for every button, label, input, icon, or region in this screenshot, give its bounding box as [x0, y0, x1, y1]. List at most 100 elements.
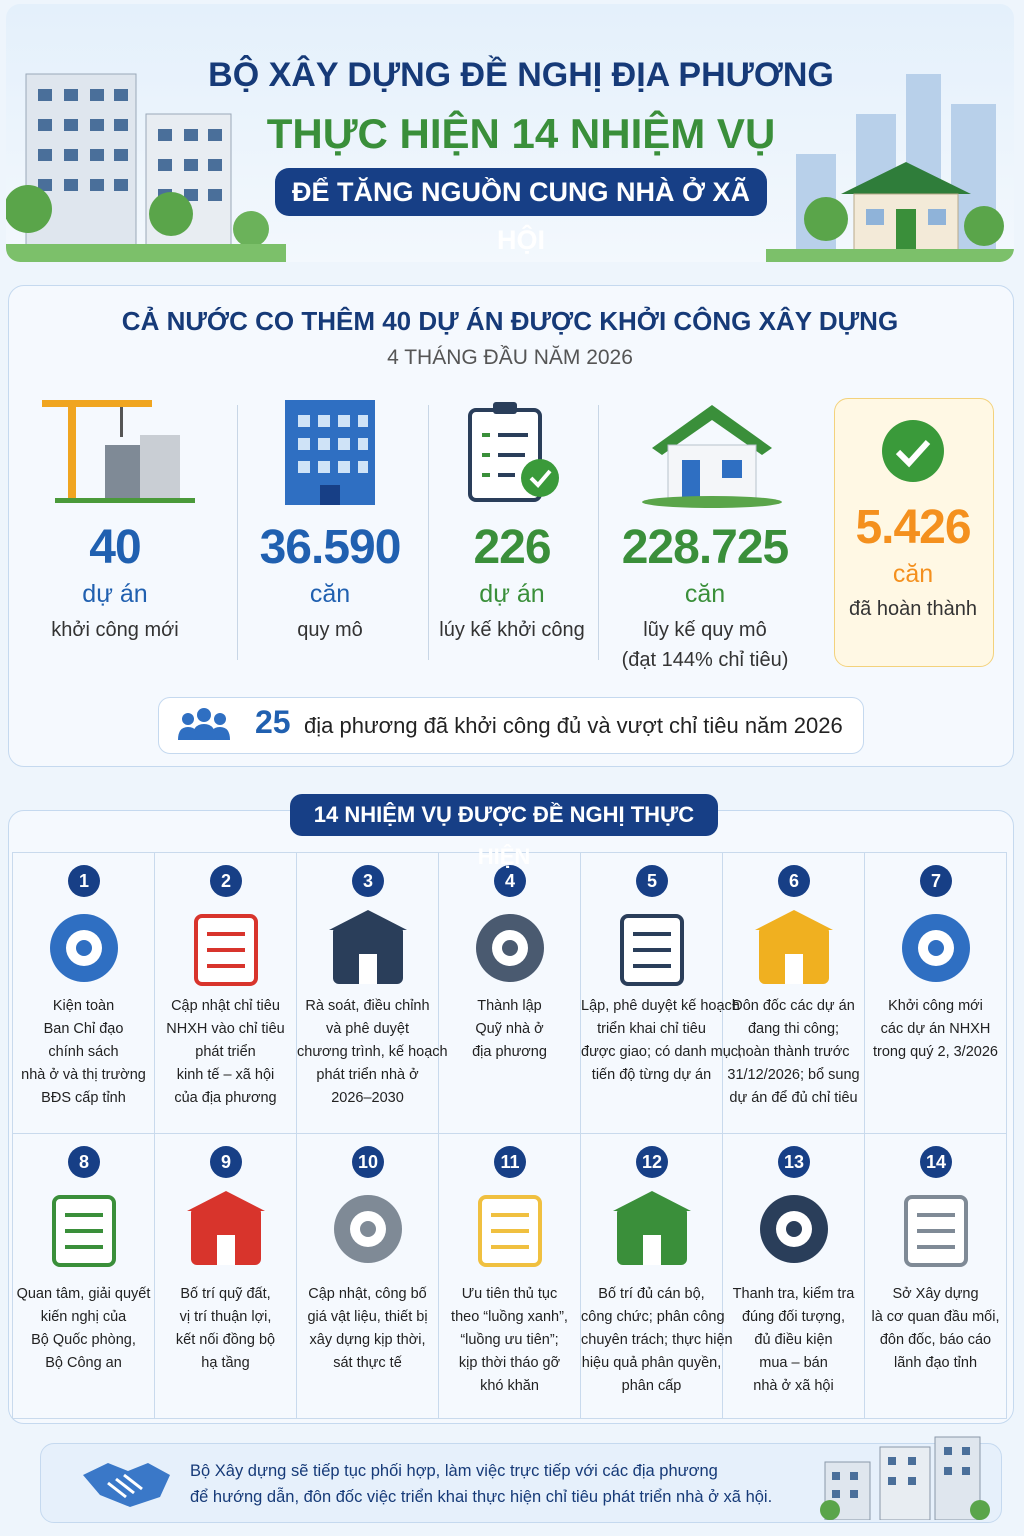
task-text: 31/12/2026; bổ sung	[727, 1067, 860, 1083]
title-line2: THỰC HIỆN 14 NHIỆM VỤ	[266, 110, 776, 157]
task-cell: 2 Cập nhật chỉ tiêu NHXH vào chỉ tiêu phát …	[155, 853, 297, 1134]
task-icon	[760, 1195, 828, 1263]
task-icon	[329, 910, 407, 984]
task-text: hạ tầng	[201, 1355, 250, 1371]
task-text: địa phương	[472, 1044, 547, 1060]
task-text: dự án để đủ chỉ tiêu	[729, 1090, 858, 1106]
stat-note: (đạt 144% chỉ tiêu)	[621, 649, 789, 671]
task-text: theo “luồng xanh”,	[451, 1309, 568, 1325]
stat-label: khởi công mới	[51, 619, 179, 641]
task-text: đôn đốc, báo cáo	[879, 1332, 992, 1348]
stats-icons	[42, 400, 782, 508]
stat-value: 40	[89, 521, 141, 574]
task-text: nhà ở và thị trường	[21, 1067, 146, 1083]
task-number: 1	[68, 865, 100, 897]
task-number: 9	[210, 1146, 242, 1178]
icon-shape	[187, 1191, 265, 1211]
task-text: đủ điều kiện	[754, 1332, 833, 1348]
task-text: kết nối đồng bộ	[175, 1332, 276, 1348]
task-text: chuyên trách; thực hiện	[581, 1332, 733, 1348]
task-text: là cơ quan đầu mối,	[871, 1309, 1000, 1325]
stat-unit: dự án	[479, 580, 545, 608]
task-text: BĐS cấp tỉnh	[41, 1090, 126, 1106]
task-text: chính sách	[48, 1044, 119, 1060]
task-text: được giao; có danh mục,	[581, 1044, 743, 1060]
task-text: đúng đối tượng,	[741, 1309, 846, 1325]
icon-shape	[613, 1191, 691, 1211]
task-number: 14	[920, 1146, 952, 1178]
stat-unit: căn	[309, 580, 351, 608]
divider	[237, 405, 238, 660]
task-cell: 6 Đôn đốc các dự án đang thi công; hoàn thà…	[723, 853, 865, 1134]
task-text: công chức; phân công	[581, 1309, 725, 1325]
task-text: 2026–2030	[331, 1090, 404, 1106]
closing-line: để hướng dẫn, đôn đốc việc triển khai th…	[190, 1488, 773, 1506]
people-icon	[178, 708, 230, 740]
stat-label: quy mô	[297, 619, 363, 641]
task-cell: 12 Bố trí đủ cán bộ, công chức; phân công c…	[581, 1134, 733, 1419]
task-number: 11	[494, 1146, 526, 1178]
task-text: Lập, phê duyệt kế hoạch	[581, 998, 740, 1014]
task-icon	[52, 1195, 116, 1267]
task-text: trong quý 2, 3/2026	[873, 1044, 998, 1060]
task-text: mua – bán	[759, 1355, 828, 1371]
task-text: Khởi công mới	[888, 998, 983, 1014]
crane-icon	[42, 400, 195, 503]
task-text: Ưu tiên thủ tục	[461, 1286, 558, 1302]
buildings-icon	[820, 1436, 990, 1520]
footer-pill	[158, 697, 864, 754]
task-icon	[478, 1195, 542, 1267]
footer-value: 25	[255, 704, 291, 740]
stat-label: lúy kế khởi công	[439, 619, 585, 641]
icon-shape	[217, 1235, 235, 1265]
task-text: đang thi công;	[747, 1021, 840, 1037]
task-cell: 13 Thanh tra, kiểm tra đúng đối tượng, đủ đ…	[723, 1134, 865, 1419]
task-icon	[902, 914, 970, 982]
task-number: 4	[494, 865, 526, 897]
task-text: hoàn thành trước	[737, 1044, 850, 1060]
task-text: Bố trí đủ cán bộ,	[598, 1286, 705, 1302]
task-text: NHXH vào chỉ tiêu	[166, 1021, 285, 1037]
task-text: Sở Xây dựng	[892, 1286, 979, 1302]
task-number: 6	[778, 865, 810, 897]
task-icon	[334, 1195, 402, 1263]
task-text: hiệu quả phân quyền,	[581, 1355, 722, 1371]
task-icon	[476, 914, 544, 982]
task-number: 10	[352, 1146, 384, 1178]
task-text: sát thực tế	[333, 1355, 402, 1371]
handshake-icon	[83, 1463, 170, 1507]
task-cell: 9 Bố trí quỹ đất, vị trí thuận lợi, kết nối…	[155, 1134, 297, 1419]
task-text: Bộ Công an	[45, 1355, 122, 1371]
tasks-grid: 1 Kiện toàn Ban Chỉ đạo chính sách nhà ở và …	[12, 852, 1007, 1419]
icon-shape	[928, 940, 944, 956]
icon-shape	[643, 1235, 661, 1265]
task-text: phát triển nhà ở	[316, 1067, 419, 1083]
title-line3: ĐỂ TĂNG NGUỒN CUNG NHÀ Ở XÃ HỘI	[275, 168, 767, 255]
task-text: khó khăn	[480, 1378, 539, 1394]
task-text: kịp thời tháo gỡ	[458, 1355, 561, 1371]
task-text: Cập nhật, công bố	[308, 1286, 427, 1302]
task-text: “luồng ưu tiên”;	[460, 1332, 559, 1348]
divider	[428, 405, 429, 660]
header-illustration	[6, 73, 1014, 262]
icon-shape	[785, 954, 803, 984]
house-icon	[642, 405, 782, 508]
icon-shape	[755, 910, 833, 930]
task-text: giá vật liệu, thiết bị	[307, 1309, 428, 1325]
task-text: xây dựng kịp thời,	[309, 1332, 426, 1348]
icon-shape	[360, 1221, 376, 1237]
icon-shape	[329, 910, 407, 930]
task-icon	[904, 1195, 968, 1267]
task-cell: 1 Kiện toàn Ban Chỉ đạo chính sách nhà ở và …	[13, 853, 155, 1134]
task-cell: 4 Thành lập Quỹ nhà ở địa phương	[439, 853, 581, 1134]
tasks-panel	[8, 810, 1014, 1424]
task-text: vị trí thuận lợi,	[179, 1309, 272, 1325]
task-cell: 5 Lập, phê duyệt kế hoạch triển khai chỉ t…	[581, 853, 743, 1134]
task-text: Kiện toàn	[52, 998, 115, 1014]
task-text: Quỹ nhà ở	[475, 1021, 544, 1037]
divider	[598, 405, 599, 660]
stat-label: đã hoàn thành	[849, 598, 977, 620]
task-number: 7	[920, 865, 952, 897]
task-icon	[620, 914, 684, 986]
task-number: 8	[68, 1146, 100, 1178]
